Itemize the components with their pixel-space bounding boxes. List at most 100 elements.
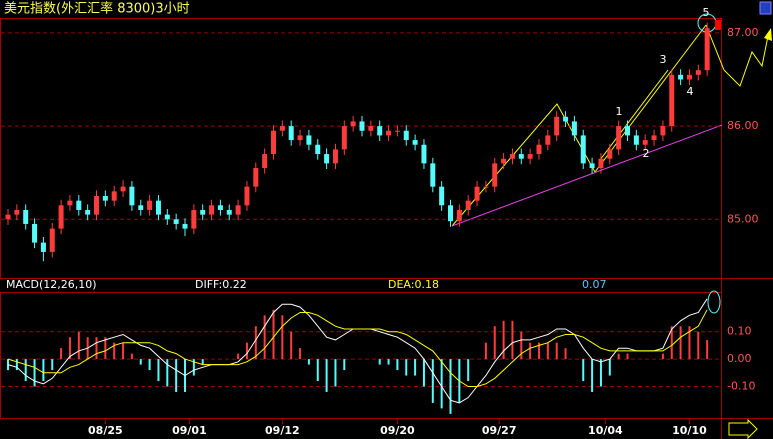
candle-body (527, 154, 533, 159)
projection-arrow (764, 28, 772, 41)
candle-body (324, 154, 330, 164)
candle-body (412, 140, 418, 145)
candle-body (421, 144, 427, 164)
candle-body (164, 214, 170, 220)
channel-line (599, 69, 669, 161)
x-tick-label: 09/12 (265, 424, 300, 437)
dea-line (7, 309, 708, 387)
chart-title: 美元指数(外汇汇率 8300)3小时 (4, 1, 190, 17)
candle-body (271, 130, 276, 155)
candle-body (5, 214, 11, 220)
candle-body (67, 200, 73, 206)
candle-body (297, 135, 303, 141)
candle-body (49, 228, 55, 252)
window-icon[interactable] (759, 1, 772, 15)
candle-body (580, 135, 586, 164)
candle-body (678, 74, 684, 80)
candle-body (85, 209, 91, 215)
candle-body (571, 121, 577, 136)
candle-body (209, 205, 215, 215)
candle-body (474, 186, 480, 201)
candle-body (598, 158, 604, 169)
candle-body (536, 144, 542, 155)
candle-body (120, 186, 126, 192)
candle-body (518, 154, 524, 159)
candle-body (368, 126, 374, 131)
candle-body (226, 209, 232, 215)
scroll-button[interactable] (728, 418, 758, 439)
wave-label: 3 (660, 53, 667, 66)
x-tick-label: 08/25 (88, 424, 123, 437)
candle-body (686, 74, 692, 80)
candle-body (660, 126, 666, 136)
candle-body (182, 223, 188, 229)
candle-body (669, 74, 675, 127)
candle-body (23, 209, 29, 224)
candle-body (350, 121, 356, 127)
candle-body (341, 126, 347, 150)
candle-body (625, 126, 630, 136)
dea-label: DEA:0.18 (388, 278, 439, 291)
candle-body (563, 116, 569, 122)
candle-body (377, 126, 383, 136)
candle-body (651, 135, 657, 141)
trend-lines (451, 13, 772, 314)
diff-label: DIFF:0.22 (195, 278, 247, 291)
highlight-circle (707, 290, 721, 314)
wave-label: 5 (703, 6, 710, 19)
candle-body (386, 130, 392, 136)
candle-body (58, 205, 64, 229)
wave-label: 2 (643, 147, 650, 160)
candle-body (607, 149, 613, 159)
candle-body (279, 126, 285, 131)
candle-body (235, 205, 241, 215)
candle-body (394, 130, 400, 132)
wave-label: 1 (616, 105, 623, 118)
candle-body (439, 186, 445, 206)
candle-body (253, 168, 259, 187)
macd-label: 0.07 (582, 278, 607, 291)
candle-body (244, 186, 250, 206)
candle-body (403, 130, 409, 141)
candle-body (40, 242, 46, 252)
candle-body (288, 126, 294, 141)
candle-body (704, 28, 710, 71)
x-tick-label: 09/27 (482, 424, 517, 437)
y-tick-label: 85.00 (727, 212, 759, 225)
candle-body (94, 195, 99, 215)
candle-body (492, 163, 498, 187)
y-tick-label: 86.00 (727, 119, 759, 132)
candle-body (315, 144, 321, 155)
projection-line (705, 24, 769, 87)
y-tick-label: -0.10 (727, 380, 755, 393)
candle-body (642, 140, 648, 145)
candle-body (200, 209, 206, 215)
candle-body (545, 135, 551, 145)
y-tick-label: 0.00 (727, 352, 752, 365)
candle-body (554, 116, 560, 136)
candle-body (509, 154, 515, 159)
candle-body (217, 205, 223, 210)
x-tick-label: 10/10 (672, 424, 707, 437)
x-tick-label: 09/01 (172, 424, 207, 437)
candle-body (430, 163, 436, 187)
x-tick-label: 10/04 (588, 424, 623, 437)
candle-body (633, 135, 639, 145)
y-tick-label: 87.00 (727, 26, 759, 39)
candle-body (191, 209, 197, 229)
candle-body (147, 200, 153, 210)
candle-body (138, 205, 144, 210)
candle-body (306, 135, 312, 145)
wave-label: 4 (687, 85, 694, 98)
candle-body (129, 186, 135, 206)
y-tick-label: 0.10 (727, 325, 752, 338)
macd-title: MACD(12,26,10) (6, 278, 97, 291)
candle-body (262, 154, 268, 169)
candle-body (111, 191, 117, 201)
candle-body (102, 195, 108, 201)
candle-body (173, 219, 179, 224)
candle-body (695, 70, 701, 75)
candle-body (616, 126, 622, 150)
candle-body (483, 186, 489, 188)
